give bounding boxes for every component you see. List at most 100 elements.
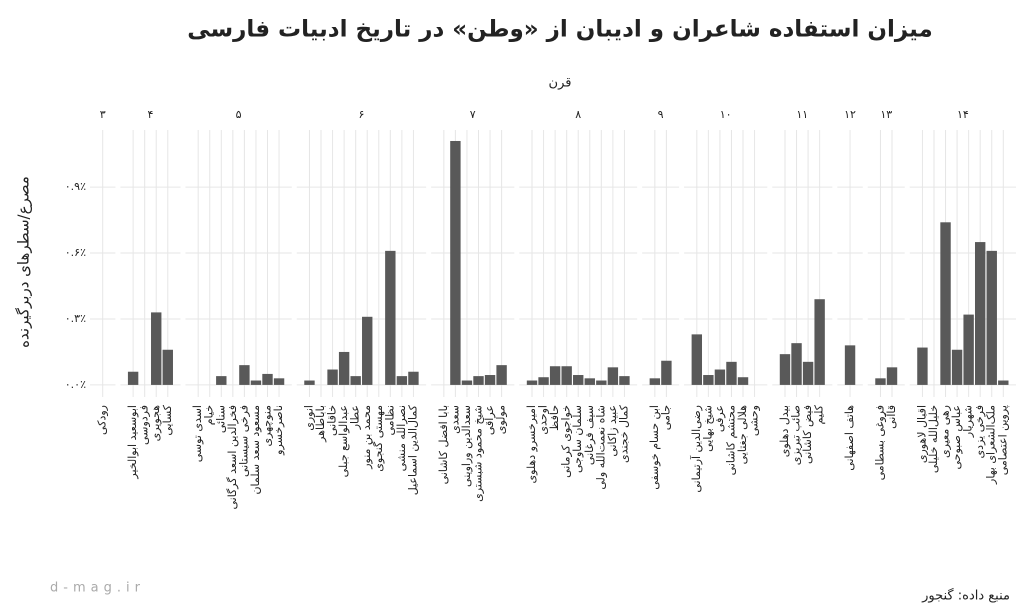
x-tick-label: شیخ بهایی xyxy=(701,405,714,452)
x-tick-label: هجویری xyxy=(149,405,162,442)
x-tick-label: خواجوی کرمانی xyxy=(560,405,573,478)
bar xyxy=(986,250,997,385)
x-tick-label: محتشم کاشانی xyxy=(724,405,737,475)
bar xyxy=(526,380,538,385)
x-tick-label: کمال خجندی xyxy=(617,404,630,463)
x-tick-label: ناصرخسرو xyxy=(272,405,285,456)
x-tick-label: مولوی xyxy=(495,405,508,434)
bar xyxy=(974,242,986,385)
x-tick-label: شهریار xyxy=(962,405,975,438)
x-tick-label: سلمان ساوجی xyxy=(571,405,584,473)
x-tick-label: فیض کاشانی xyxy=(801,405,814,464)
facet-label: ۱۱ xyxy=(796,108,808,121)
x-tick-label: انوری xyxy=(302,405,315,431)
x-tick-label: فخرالدین اسعد گرگانی xyxy=(226,405,239,510)
bar xyxy=(496,365,507,385)
bar xyxy=(216,376,227,385)
bar xyxy=(549,366,561,385)
x-tick-label: هاتف اصفهانی xyxy=(843,405,856,471)
x-tick-label: ابوسعید ابوالخیر xyxy=(126,405,139,480)
bar xyxy=(886,367,898,385)
bar xyxy=(127,371,139,385)
x-tick-label: اقبال لاهوری xyxy=(915,405,928,463)
facet-label: ۱۴ xyxy=(957,108,969,121)
x-tick-label: وحشی xyxy=(748,405,761,436)
x-tick-label: قاآنی xyxy=(884,405,898,429)
bar xyxy=(703,375,714,385)
x-tick-label: عباس صبوحی xyxy=(950,405,963,469)
bar xyxy=(162,349,173,385)
facet-title: قرن xyxy=(549,76,572,91)
bar xyxy=(461,380,473,385)
x-tick-label: مهستی گنجوی xyxy=(372,405,385,472)
x-tick-label: ابن حسام خوسفی xyxy=(648,405,661,490)
facet-label: ۱۳ xyxy=(880,108,892,121)
facet-label: ۱۲ xyxy=(844,108,856,121)
bar xyxy=(649,378,661,385)
bar xyxy=(484,375,496,385)
bar xyxy=(691,334,703,385)
x-tick-label: عبید زاکانی xyxy=(606,405,619,457)
x-tick-label: رودکی xyxy=(96,405,109,435)
bar xyxy=(737,377,749,385)
x-tick-label: خیام xyxy=(203,405,216,425)
x-tick-label: بیدل دهلوی xyxy=(778,405,791,457)
facet-label: ۴ xyxy=(147,108,153,121)
x-tick-label: خلیل‌الله خلیلی xyxy=(927,405,940,473)
y-tick-label: ۰.۶٪ xyxy=(65,246,86,259)
x-tick-label: حافظ xyxy=(548,405,561,431)
facet-label: ۱۰ xyxy=(720,108,732,121)
x-tick-label: اسدی توسی xyxy=(191,405,204,462)
x-tick-label: پروین اعتصامی xyxy=(996,405,1009,475)
x-tick-label: محمد بن منور xyxy=(360,405,373,470)
bar xyxy=(304,380,315,385)
bar xyxy=(385,250,396,385)
x-tick-label: سنائی xyxy=(214,405,227,433)
x-tick-label: عراقی xyxy=(483,405,496,435)
bar xyxy=(250,380,262,385)
x-tick-label: نصرالله منشی xyxy=(395,405,408,471)
x-tick-label: رهی معیری xyxy=(939,405,952,458)
x-tick-label: عبدالواسع جبلی xyxy=(337,405,350,477)
bar xyxy=(350,376,361,385)
x-tick-label: نظامی xyxy=(383,405,396,436)
x-tick-label: امیرخسرو دهلوی xyxy=(525,405,538,483)
x-tick-label: مسعود سعد سلمان xyxy=(249,405,262,495)
chart-title: میزان استفاده شاعران و ادیبان از «وطن» د… xyxy=(187,17,933,43)
x-tick-label: بابا افضل کاشانی xyxy=(437,405,450,484)
bar xyxy=(538,377,549,385)
bar xyxy=(714,369,726,385)
bar xyxy=(450,140,461,385)
x-tick-label: فرخی سیستانی xyxy=(237,405,250,477)
source-note: منبع داده: گنجور xyxy=(921,588,1010,604)
bar xyxy=(561,366,572,385)
x-tick-label: سعدالدین وراوینی xyxy=(460,405,473,487)
watermark: d-mag.ir xyxy=(50,581,145,596)
bar xyxy=(262,373,273,385)
bar xyxy=(408,371,419,385)
facet-label: ۷ xyxy=(470,108,476,121)
facet-label: ۶ xyxy=(358,108,364,121)
x-tick-label: هلالی جغتایی xyxy=(736,405,749,465)
bar xyxy=(802,361,814,385)
bar xyxy=(151,312,162,385)
bar xyxy=(814,299,825,385)
bar xyxy=(951,349,963,385)
x-tick-label: اوحدی xyxy=(537,405,550,435)
bar xyxy=(779,354,791,385)
x-tick-label: ملک‌الشعرای بهار xyxy=(985,405,998,485)
bar xyxy=(940,222,951,385)
bar xyxy=(661,360,672,385)
x-tick-label: سعدی xyxy=(448,405,461,434)
x-tick-label: جامی xyxy=(659,405,672,430)
x-tick-label: فردوسی xyxy=(138,405,151,445)
bar xyxy=(963,314,974,385)
bar xyxy=(875,378,886,385)
x-tick-label: فرخی یزدی xyxy=(973,405,986,458)
x-tick-label: فروغی بسطامی xyxy=(873,405,886,480)
bar xyxy=(998,380,1009,385)
bar xyxy=(844,345,856,385)
facet-label: ۵ xyxy=(236,108,242,121)
x-tick-label: کلیم xyxy=(813,404,826,424)
